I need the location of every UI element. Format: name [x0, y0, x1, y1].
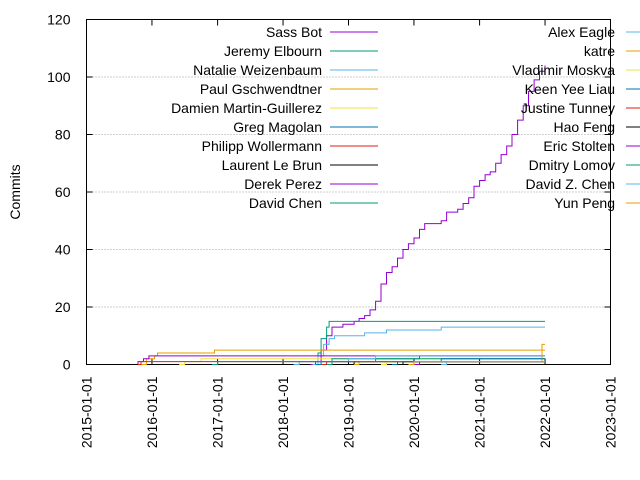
x-tick-label: 2018-01-01: [275, 376, 291, 448]
x-tick-label: 2020-01-01: [406, 376, 422, 448]
legend-label: Natalie Weizenbaum: [193, 62, 322, 78]
legend-label: Justine Tunney: [521, 100, 615, 116]
y-tick-label: 40: [55, 242, 71, 258]
legend-label: Paul Gschwendtner: [200, 81, 323, 97]
x-tick-label: 2017-01-01: [210, 376, 226, 448]
gridlines: [86, 76, 611, 308]
legend: Sass Bot Jeremy Elbourn Natalie Weizenbaum…: [171, 24, 640, 211]
legend-label: David Z. Chen: [526, 176, 615, 192]
legend-label: Yun Peng: [554, 195, 615, 211]
legend-label: Alex Eagle: [548, 24, 615, 40]
legend-label: Jeremy Elbourn: [224, 43, 322, 59]
x-tick-label: 2021-01-01: [472, 376, 488, 448]
y-tick-label: 80: [55, 127, 71, 143]
series-line: [137, 355, 545, 365]
y-axis-label: Commits: [7, 164, 23, 219]
legend-label: Derek Perez: [244, 176, 322, 192]
y-tick-label: 0: [63, 357, 71, 373]
series-line: [212, 361, 545, 365]
series-line: [141, 349, 545, 365]
series-line: [408, 361, 545, 365]
x-tick-label: 2023-01-01: [603, 376, 619, 448]
legend-label: Sass Bot: [266, 24, 322, 40]
legend-label: Damien Martin-Guillerez: [171, 100, 322, 116]
legend-label: Vladimir Moskva: [512, 62, 615, 78]
legend-label: Greg Magolan: [233, 119, 322, 135]
legend-label: Hao Feng: [554, 119, 615, 135]
series-line: [315, 355, 545, 365]
legend-label: Dmitry Lomov: [529, 157, 615, 173]
y-tick-label: 100: [47, 69, 71, 85]
legend-label: Laurent Le Brun: [222, 157, 322, 173]
legend-label: Keen Yee Liau: [525, 81, 615, 97]
legend-label: Philipp Wollermann: [202, 138, 322, 154]
series-lines: [137, 65, 546, 365]
series-line: [312, 320, 545, 365]
y-tick-label: 60: [55, 184, 71, 200]
x-tick-label: 2016-01-01: [144, 376, 160, 448]
series-line: [293, 355, 545, 365]
legend-label: katre: [584, 43, 615, 59]
y-tick-label: 120: [47, 12, 71, 28]
legend-label: Eric Stolten: [543, 138, 615, 154]
legend-label: David Chen: [249, 195, 322, 211]
x-tick-label: 2022-01-01: [537, 376, 553, 448]
axis-ticks: 0 20 40 60 80 100 120 2015-01-01 2016-01-01 2017-…: [47, 12, 618, 449]
series-line: [310, 65, 546, 365]
x-tick-label: 2015-01-01: [79, 376, 95, 448]
y-tick-label: 20: [55, 299, 71, 315]
x-tick-label: 2019-01-01: [341, 376, 357, 448]
